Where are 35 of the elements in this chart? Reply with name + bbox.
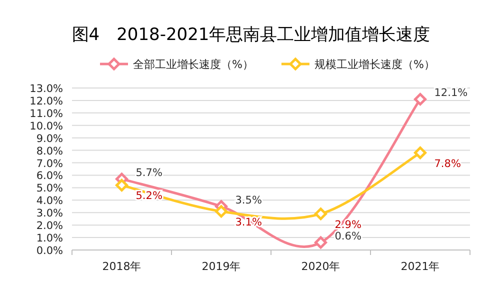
x-tick-label: 2021年 — [400, 260, 440, 273]
point — [314, 208, 327, 220]
x-tick-label: 2019年 — [202, 260, 241, 273]
y-tick-label: 8.0% — [36, 145, 64, 158]
y-tick-label: 11.0% — [30, 108, 64, 120]
y-tick-label: 3.0% — [36, 208, 64, 220]
y-tick-label: 7.0% — [36, 158, 64, 170]
y-tick-label: 5.0% — [36, 182, 64, 195]
y-tick-label: 4.0% — [36, 195, 64, 208]
point — [314, 236, 327, 249]
data-label: 2.9% — [334, 218, 362, 231]
legend-label: 规模工业增长速度（%） — [314, 58, 435, 71]
y-tick-label: 2.0% — [36, 220, 64, 232]
x-tick-label: 2018年 — [102, 260, 142, 273]
legend-label: 全部工业增长速度（%） — [133, 58, 254, 71]
data-label: 5.7% — [136, 166, 162, 179]
y-tick-label: 12.0% — [30, 95, 64, 108]
y-tick-label: 6.0% — [36, 170, 64, 182]
y-tick-label: 9.0% — [36, 132, 64, 145]
data-label: 3.5% — [235, 194, 262, 206]
point — [215, 205, 228, 218]
y-tick-label: 10.0% — [30, 120, 64, 132]
data-label: 12.1% — [434, 87, 468, 100]
point — [414, 92, 426, 106]
y-tick-label: 0.0% — [36, 245, 64, 257]
x-tick-label: 2020年 — [301, 260, 340, 273]
data-label: 7.8% — [434, 158, 461, 170]
chart-title: 图4 2018-2021年思南县工业增加值增长速度 — [72, 25, 430, 45]
point — [414, 146, 426, 160]
point — [116, 178, 128, 192]
data-label: 0.6% — [334, 230, 362, 243]
y-tick-label: 13.0% — [30, 83, 64, 95]
data-label: 3.1% — [235, 216, 262, 228]
y-tick-label: 1.0% — [36, 232, 64, 245]
data-label: 5.2% — [136, 190, 162, 202]
